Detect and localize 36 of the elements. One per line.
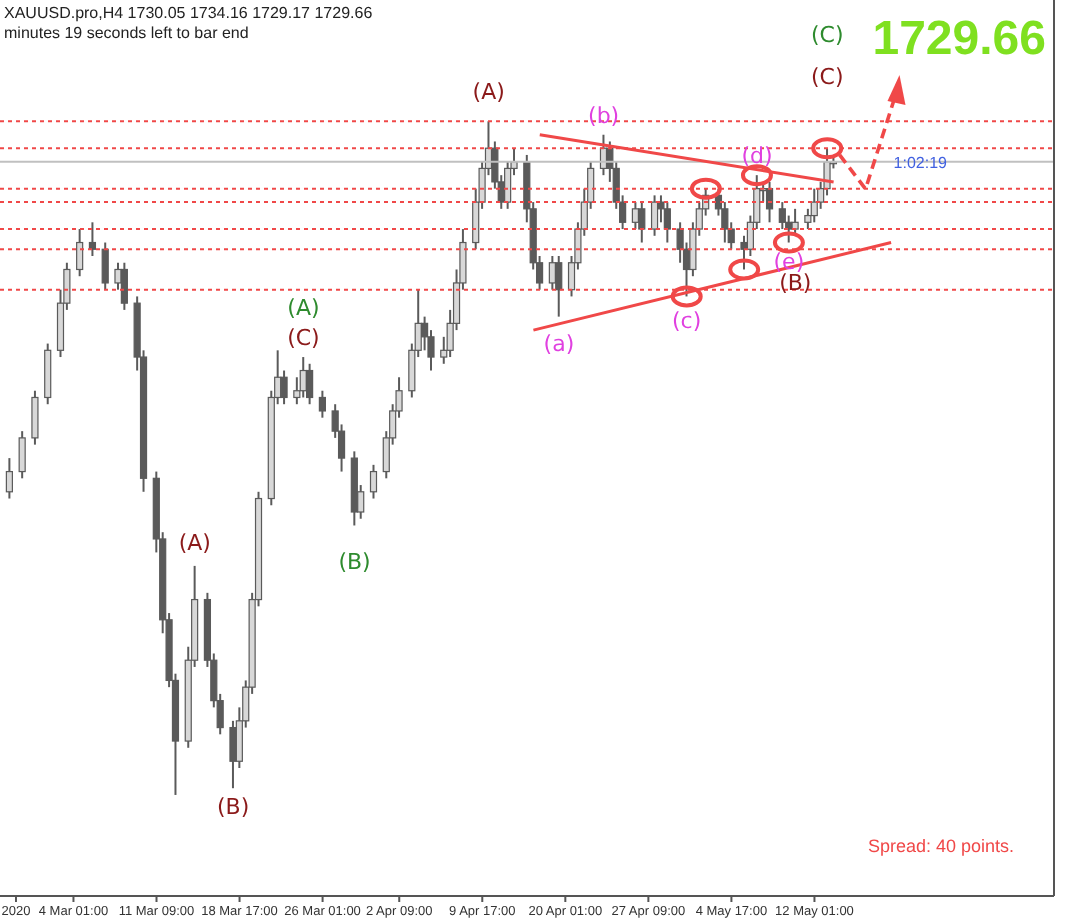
candlestick — [5, 457, 13, 500]
candlestick — [101, 241, 109, 291]
candlestick — [555, 255, 563, 318]
text: (A) — [472, 79, 505, 106]
annotation: (c) — [672, 308, 702, 335]
annotation: 1:02:19 — [893, 153, 949, 172]
candlestick — [791, 207, 799, 237]
candlestick — [18, 430, 26, 480]
annotation: (A) — [178, 529, 211, 556]
candlestick — [44, 342, 52, 406]
annotation: 1729.66 — [872, 11, 1046, 66]
annotation: (b) — [588, 102, 620, 129]
candlestick — [369, 463, 378, 500]
text: Spread: 40 points. — [867, 836, 1014, 856]
annotation: (B) — [217, 794, 250, 821]
candlestick — [663, 201, 671, 244]
candlestick — [120, 261, 128, 311]
text: (C) — [810, 64, 844, 91]
annotation: (B) — [338, 549, 371, 576]
candlestick — [229, 719, 237, 790]
candlestick — [31, 389, 39, 446]
candlestick — [306, 362, 314, 406]
annotation: (A) — [287, 295, 320, 322]
candlestick — [810, 187, 818, 224]
text: (C) — [810, 22, 844, 49]
annotation: (C) — [287, 325, 320, 352]
annotation: (a) — [543, 330, 575, 357]
candlestick — [76, 228, 84, 278]
annotation: (d) — [741, 143, 773, 170]
chart-subtitle: minutes 19 seconds left to bar end — [4, 24, 249, 42]
candlestick — [280, 369, 288, 406]
candlestick — [318, 389, 326, 419]
candlestick — [638, 201, 646, 244]
candlestick — [650, 194, 659, 237]
annotation: (B) — [779, 269, 812, 296]
chart-title: XAUUSD.pro,H4 1730.05 1734.16 1729.17 1729.66 — [4, 4, 374, 22]
